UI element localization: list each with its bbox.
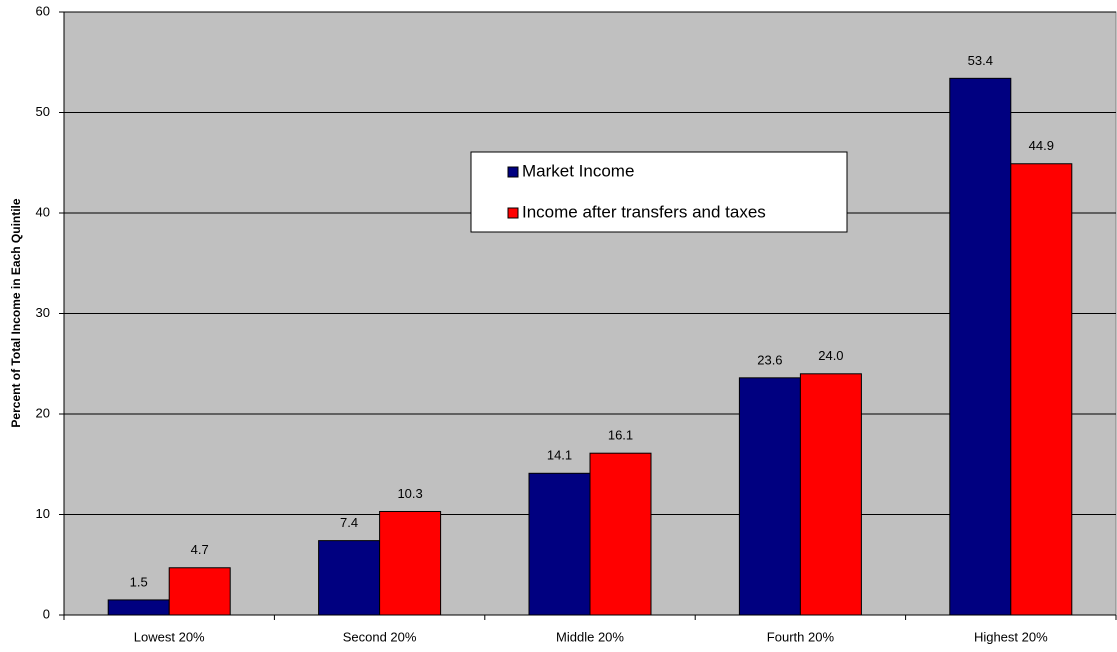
bar <box>379 510 442 616</box>
y-tick-label: 0 <box>43 606 50 621</box>
bar <box>799 373 862 616</box>
bar <box>318 540 381 616</box>
x-tick-label: Second 20% <box>343 629 417 644</box>
legend: Market Income Income after transfers and … <box>470 151 848 233</box>
value-label: 24.0 <box>818 348 843 363</box>
y-tick-label: 30 <box>36 305 50 320</box>
legend-label: Income after transfers and taxes <box>522 202 766 221</box>
legend-swatch <box>507 166 519 178</box>
bar <box>1010 163 1073 616</box>
y-tick-label: 10 <box>36 506 50 521</box>
y-tick-label: 60 <box>36 3 50 18</box>
bar <box>589 452 652 616</box>
y-tick-label: 20 <box>36 405 50 420</box>
bar <box>107 599 170 616</box>
bar <box>949 77 1012 616</box>
y-tick-label: 40 <box>36 204 50 219</box>
value-label: 10.3 <box>397 486 422 501</box>
bar <box>168 567 231 616</box>
x-tick-label: Highest 20% <box>974 629 1048 644</box>
legend-label: Market Income <box>522 161 634 180</box>
y-tick-label: 50 <box>36 104 50 119</box>
bar <box>738 377 801 616</box>
y-axis-title: Percent of Total Income in Each Quintile <box>9 198 23 427</box>
value-label: 14.1 <box>547 448 572 463</box>
x-tick-label: Lowest 20% <box>134 629 205 644</box>
value-label: 7.4 <box>340 515 358 530</box>
x-tick-label: Middle 20% <box>556 629 624 644</box>
value-label: 4.7 <box>191 542 209 557</box>
value-label: 53.4 <box>968 53 993 68</box>
legend-box <box>470 151 848 233</box>
legend-swatch <box>507 207 519 219</box>
x-tick-label: Fourth 20% <box>767 629 835 644</box>
bar <box>528 472 591 616</box>
value-label: 16.1 <box>608 428 633 443</box>
value-label: 1.5 <box>130 574 148 589</box>
value-label: 23.6 <box>757 352 782 367</box>
value-label: 44.9 <box>1029 138 1054 153</box>
